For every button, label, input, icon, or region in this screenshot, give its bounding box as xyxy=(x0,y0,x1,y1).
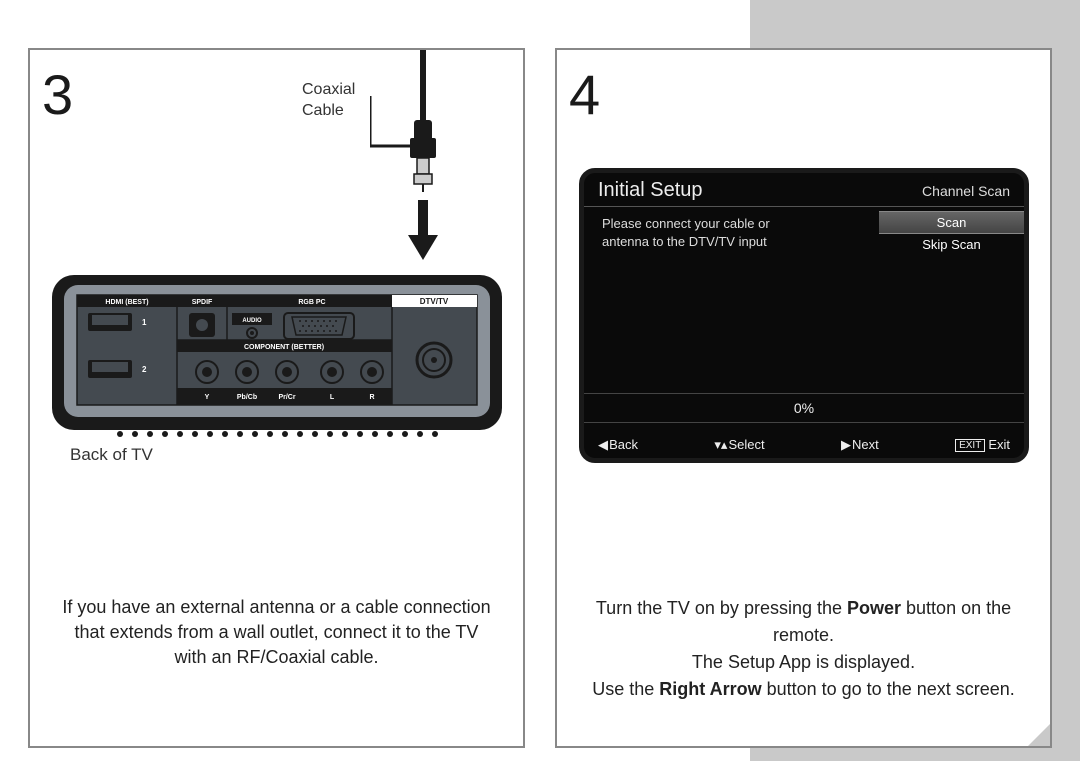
coaxial-cable-label: Coaxial Cable xyxy=(302,80,355,122)
step4-line1a: Turn the TV on by pressing the xyxy=(596,598,847,618)
svg-text:RGB PC: RGB PC xyxy=(298,299,325,306)
step-4-instruction: Turn the TV on by pressing the Power but… xyxy=(587,595,1020,703)
right-arrow-bold: Right Arrow xyxy=(659,679,761,699)
svg-text:AUDIO: AUDIO xyxy=(242,318,262,324)
tv-back-diagram: HDMI (BEST) 1 2 SPDIF RGB PC AUDIO DTV/T… xyxy=(52,275,502,440)
coax-label-line2: Cable xyxy=(302,102,344,119)
svg-text:1: 1 xyxy=(142,318,147,327)
footer-back: ◀ Back xyxy=(598,437,638,453)
power-bold: Power xyxy=(847,598,901,618)
menu-scan[interactable]: Scan xyxy=(879,211,1024,234)
svg-text:R: R xyxy=(369,394,374,401)
step-3-instruction: If you have an external antenna or a cab… xyxy=(60,595,493,671)
tv-subtitle: Channel Scan xyxy=(922,183,1010,199)
tv-title-row: Initial Setup Channel Scan xyxy=(584,173,1024,204)
step-4-panel: 4 Initial Setup Channel Scan Please conn… xyxy=(555,48,1052,748)
svg-text:HDMI (BEST): HDMI (BEST) xyxy=(105,299,148,306)
svg-text:Y: Y xyxy=(205,394,210,401)
tv-footer: ◀ Back ▾▴ Select ▶ Next EXITExit xyxy=(584,423,1024,453)
svg-text:2: 2 xyxy=(142,365,147,374)
svg-text:SPDIF: SPDIF xyxy=(192,299,213,306)
back-of-tv-label: Back of TV xyxy=(70,445,153,465)
step-3-panel: 3 Coaxial Cable xyxy=(28,48,525,748)
svg-text:L: L xyxy=(330,394,335,401)
tv-body: Please connect your cable or antenna to … xyxy=(584,207,1024,387)
step-number-3: 3 xyxy=(42,62,73,127)
coax-label-line1: Coaxial xyxy=(302,81,355,98)
tv-title: Initial Setup xyxy=(598,179,703,202)
svg-text:Pr/Cr: Pr/Cr xyxy=(278,394,295,401)
footer-select: ▾▴ Select xyxy=(714,437,764,453)
tv-setup-screen: Initial Setup Channel Scan Please connec… xyxy=(579,168,1029,463)
tv-menu: Scan Skip Scan xyxy=(879,207,1024,387)
tv-progress: 0% xyxy=(584,393,1024,423)
tv-msg-line2: antenna to the DTV/TV input xyxy=(602,234,767,249)
tv-message: Please connect your cable or antenna to … xyxy=(584,207,879,387)
step4-line3c: button to go to the next screen. xyxy=(762,679,1015,699)
menu-skip-scan[interactable]: Skip Scan xyxy=(879,234,1024,255)
svg-text:DTV/TV: DTV/TV xyxy=(420,297,449,306)
tv-msg-line1: Please connect your cable or xyxy=(602,216,770,231)
step4-line2: The Setup App is displayed. xyxy=(692,652,915,672)
coaxial-cable-diagram xyxy=(370,50,460,270)
svg-text:Pb/Cb: Pb/Cb xyxy=(237,394,257,401)
footer-next: ▶ Next xyxy=(841,437,879,453)
svg-text:COMPONENT (BETTER): COMPONENT (BETTER) xyxy=(244,344,324,351)
step-number-4: 4 xyxy=(569,62,600,127)
footer-exit: EXITExit xyxy=(955,437,1010,453)
step4-line3a: Use the xyxy=(592,679,659,699)
